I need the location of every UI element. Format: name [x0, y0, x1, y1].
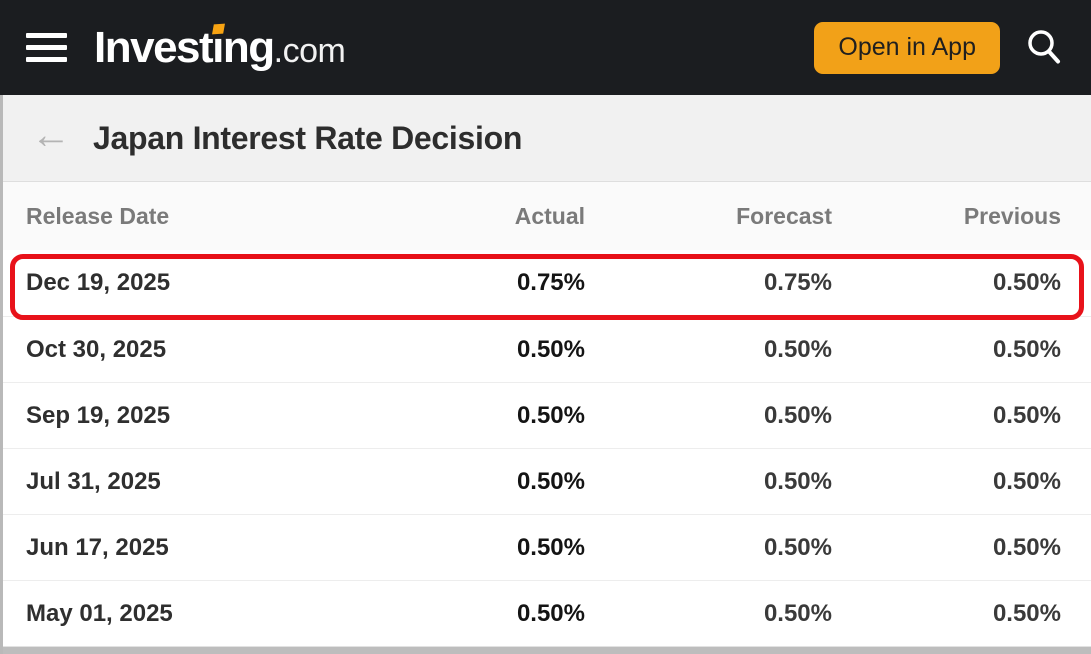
open-in-app-button[interactable]: Open in App — [814, 21, 1000, 74]
menu-bar — [26, 57, 67, 62]
release-date-cell: Oct 30, 2025 — [26, 335, 167, 363]
previous-cell: 0.50% — [992, 335, 1061, 363]
title-bar: ← Japan Interest Rate Decision — [3, 95, 1091, 182]
forecast-cell: 0.75% — [763, 269, 832, 296]
actual-cell: 0.50% — [516, 401, 585, 429]
previous-cell: 0.50% — [992, 599, 1061, 627]
app-bar: Investı ng .com Open in App — [0, 0, 1091, 95]
previous-cell: 0.50% — [992, 269, 1061, 296]
menu-bar — [26, 33, 67, 38]
table-row: Jul 31, 2025 0.50% 0.50% 0.50% — [3, 448, 1091, 514]
logo-suffix: .com — [273, 31, 346, 70]
back-arrow-icon[interactable]: ← — [31, 115, 75, 161]
table-row: Jun 17, 2025 0.50% 0.50% 0.50% — [3, 514, 1091, 580]
release-date-cell: Sep 19, 2025 — [26, 401, 171, 429]
search-button[interactable] — [1025, 28, 1063, 68]
actual-cell: 0.50% — [516, 533, 585, 561]
actual-cell: 0.50% — [516, 467, 585, 495]
actual-cell: 0.75% — [516, 269, 585, 296]
column-header-previous: Previous — [963, 202, 1061, 229]
forecast-cell: 0.50% — [763, 401, 832, 429]
release-date-cell: Dec 19, 2025 — [26, 269, 171, 296]
actual-cell: 0.50% — [516, 335, 585, 363]
forecast-cell: 0.50% — [763, 533, 832, 561]
column-header-release-date: Release Date — [26, 202, 170, 229]
release-date-cell: Jul 31, 2025 — [26, 467, 161, 495]
previous-cell: 0.50% — [992, 467, 1061, 495]
forecast-cell: 0.50% — [763, 599, 832, 627]
hamburger-menu-icon[interactable] — [26, 33, 67, 62]
investing-logo[interactable]: Investı ng .com — [94, 22, 346, 73]
table-row: Oct 30, 2025 0.50% 0.50% 0.50% — [3, 316, 1091, 382]
table-header-row: Release Date Actual Forecast Previous — [3, 182, 1091, 250]
next-section-edge — [3, 646, 1091, 654]
table-row-highlighted: Dec 19, 2025 0.75% 0.75% 0.50% — [3, 250, 1091, 320]
previous-cell: 0.50% — [992, 401, 1061, 429]
menu-bar — [26, 45, 67, 50]
column-header-actual: Actual — [514, 202, 585, 229]
actual-cell: 0.50% — [516, 599, 585, 627]
page-content: ← Japan Interest Rate Decision Release D… — [0, 95, 1091, 654]
search-icon — [1028, 29, 1060, 63]
release-date-cell: May 01, 2025 — [26, 599, 173, 627]
forecast-cell: 0.50% — [763, 467, 832, 495]
logo-orange-dot-icon — [212, 23, 226, 34]
table-row: Sep 19, 2025 0.50% 0.50% 0.50% — [3, 382, 1091, 448]
column-header-forecast: Forecast — [736, 202, 832, 229]
previous-cell: 0.50% — [992, 533, 1061, 561]
release-date-cell: Jun 17, 2025 — [26, 533, 169, 561]
page-title: Japan Interest Rate Decision — [93, 119, 523, 156]
table-row: May 01, 2025 0.50% 0.50% 0.50% — [3, 580, 1091, 646]
forecast-cell: 0.50% — [763, 335, 832, 363]
logo-text: Investı ng — [94, 22, 275, 72]
